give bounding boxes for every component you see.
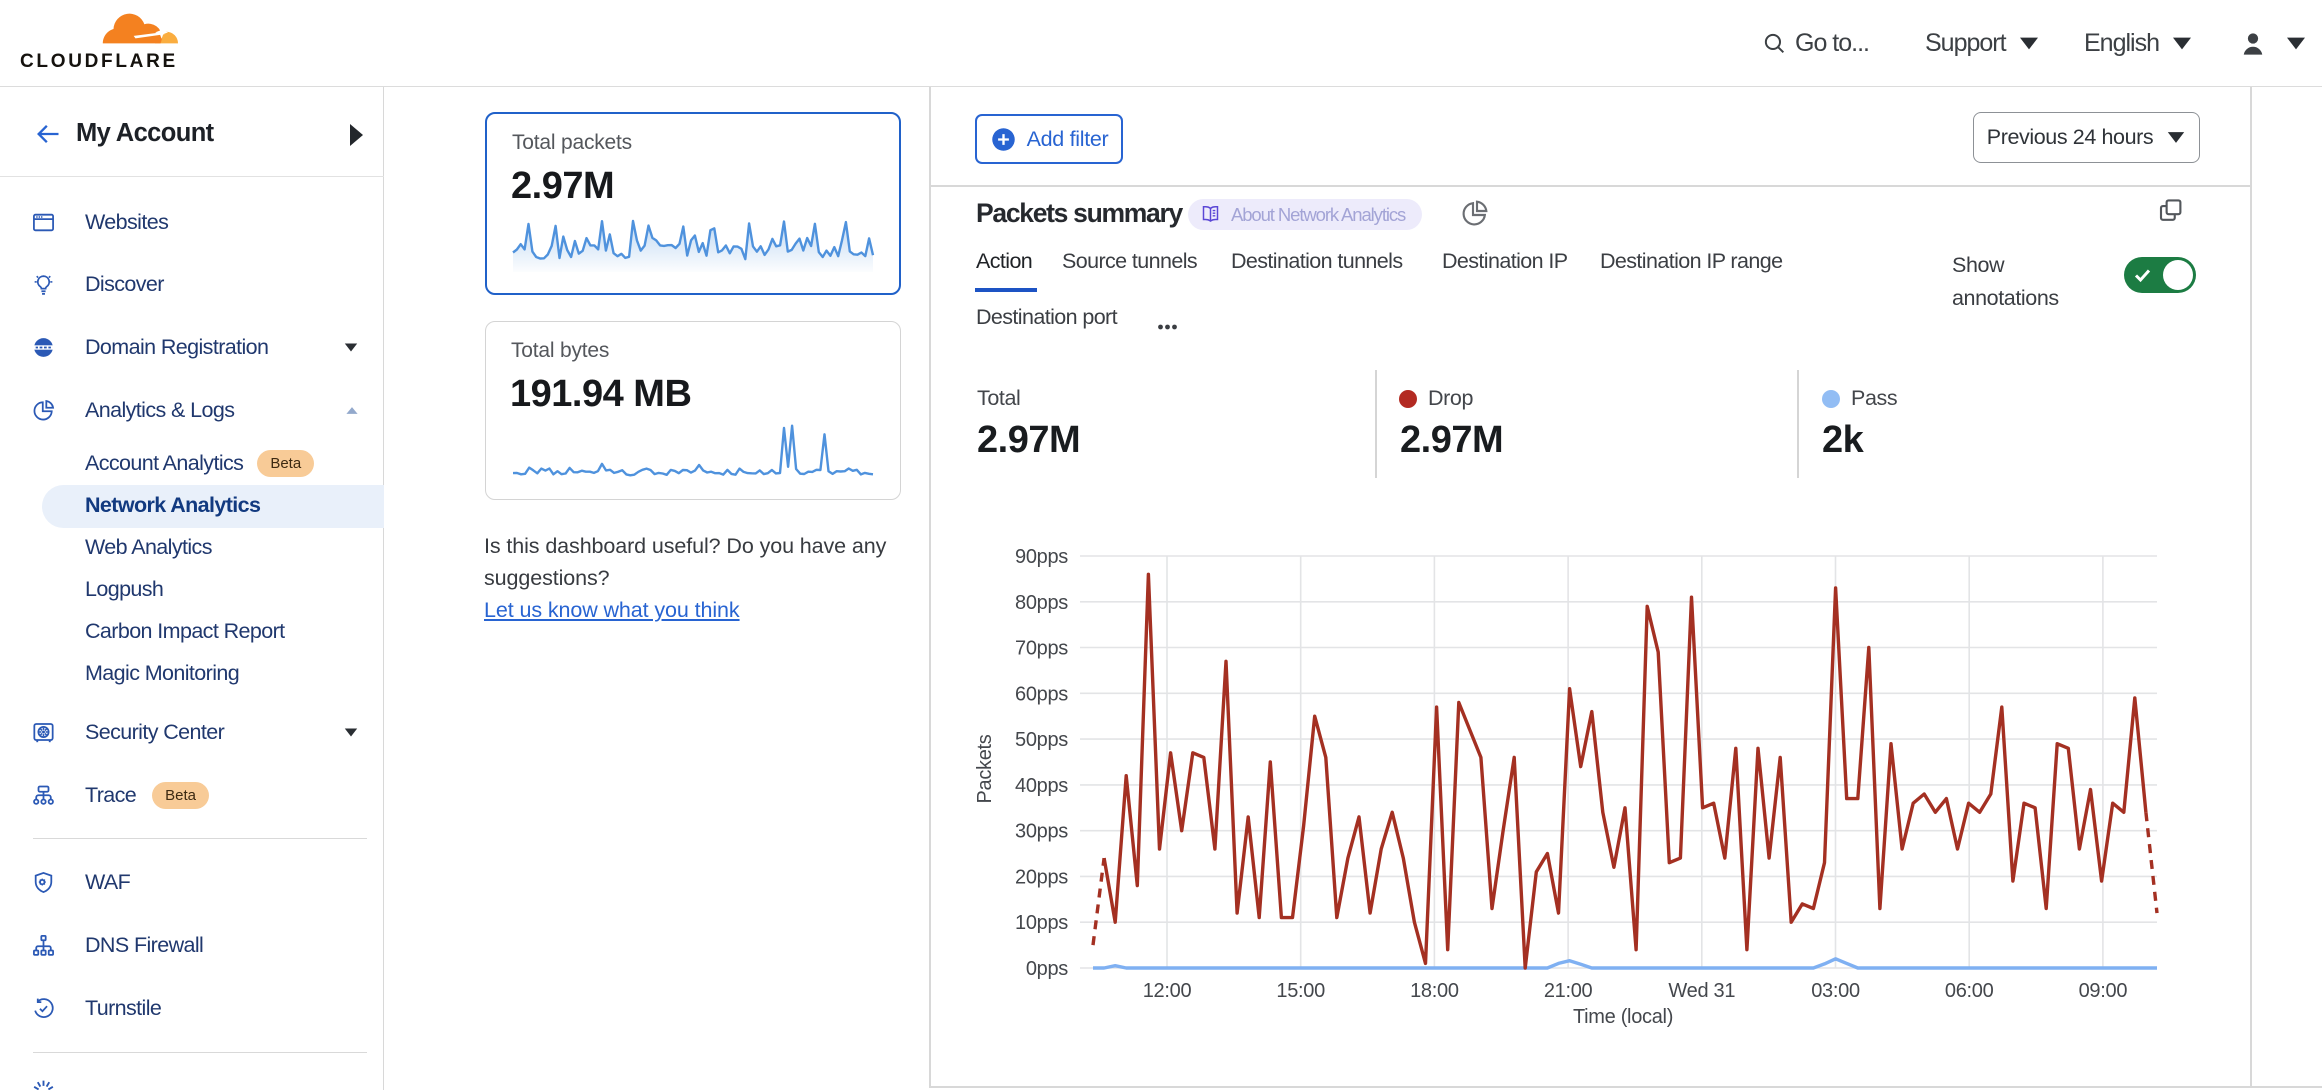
svg-text:06:00: 06:00	[1945, 980, 1994, 1002]
svg-text:40pps: 40pps	[1015, 775, 1068, 797]
svg-text:0pps: 0pps	[1026, 958, 1068, 980]
svg-text:15:00: 15:00	[1276, 980, 1325, 1002]
svg-text:80pps: 80pps	[1015, 592, 1068, 614]
svg-text:03:00: 03:00	[1811, 980, 1860, 1002]
svg-text:30pps: 30pps	[1015, 821, 1068, 843]
svg-text:18:00: 18:00	[1410, 980, 1459, 1002]
svg-text:Time (local): Time (local)	[1573, 1006, 1673, 1028]
svg-text:Wed 31: Wed 31	[1668, 980, 1735, 1002]
svg-text:50pps: 50pps	[1015, 729, 1068, 751]
svg-text:Packets: Packets	[974, 734, 996, 803]
svg-text:12:00: 12:00	[1143, 980, 1192, 1002]
svg-text:20pps: 20pps	[1015, 866, 1068, 888]
svg-text:90pps: 90pps	[1015, 546, 1068, 568]
svg-text:60pps: 60pps	[1015, 683, 1068, 705]
svg-text:21:00: 21:00	[1544, 980, 1593, 1002]
svg-text:70pps: 70pps	[1015, 638, 1068, 660]
svg-text:09:00: 09:00	[2079, 980, 2128, 1002]
svg-text:10pps: 10pps	[1015, 912, 1068, 934]
